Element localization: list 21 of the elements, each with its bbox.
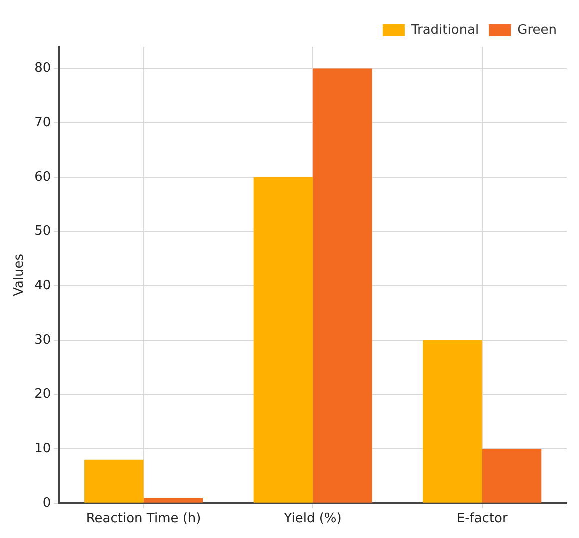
x-tick-label: Yield (%) (283, 512, 342, 527)
bar (84, 460, 144, 503)
y-tick-label: 40 (34, 278, 52, 294)
y-tick-label: 10 (34, 441, 52, 456)
legend-label: Traditional (410, 22, 480, 38)
legend-label: Green (518, 22, 558, 38)
y-tick-label: 50 (34, 224, 52, 240)
bar (482, 449, 542, 503)
bar (423, 340, 482, 503)
bar (144, 498, 204, 503)
y-tick-label: 60 (34, 170, 52, 185)
y-tick-label: 0 (42, 496, 52, 511)
bar (254, 177, 314, 503)
y-tick-label: 20 (34, 387, 52, 402)
y-tick-label: 70 (34, 115, 52, 130)
y-tick-label: 80 (34, 61, 52, 76)
x-tick-label: Reaction Time (h) (86, 512, 202, 527)
y-axis-title: Values (12, 254, 28, 296)
y-tick-label: 30 (34, 332, 52, 348)
x-tick-label: E-factor (456, 512, 509, 527)
bar (313, 68, 372, 503)
